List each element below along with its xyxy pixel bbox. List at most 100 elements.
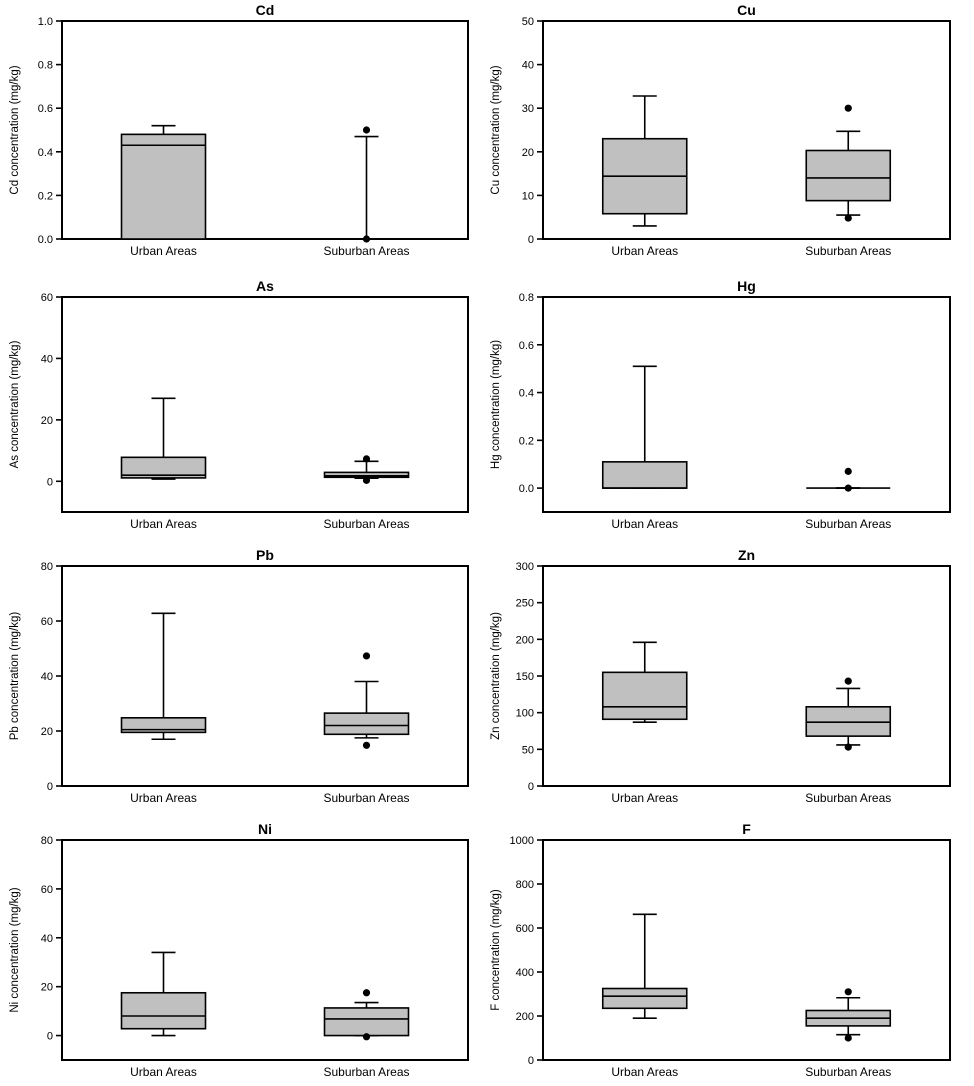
box-urban (120, 397, 207, 480)
box-plot-f: F F concentration (mg/kg) 0 200 400 600 800 100… (490, 821, 951, 1079)
y-tick-label: 0.4 (38, 147, 53, 159)
iqr-box (805, 149, 892, 202)
outlier-point (362, 1033, 371, 1041)
x-category-label: Urban Areas (611, 517, 678, 531)
y-tick-label: 1.0 (38, 16, 53, 28)
y-tick-label: 200 (516, 1011, 534, 1023)
outlier-point (844, 467, 852, 475)
box-suburban (805, 988, 892, 1042)
iqr-box (323, 1007, 410, 1037)
y-tick-label: 150 (516, 671, 534, 683)
x-category-label: Suburban Areas (323, 1065, 409, 1079)
y-tick-label: 200 (516, 634, 534, 646)
outlier-point (844, 104, 852, 112)
iqr-box (601, 461, 688, 489)
x-category-label: Suburban Areas (805, 1065, 891, 1079)
x-category-label: Suburban Areas (323, 791, 409, 805)
plot-frame (61, 839, 469, 1061)
x-category-label: Suburban Areas (805, 244, 891, 258)
plot-frame (61, 20, 469, 240)
box-urban (601, 95, 688, 227)
y-tick-label: 0 (47, 781, 53, 793)
y-tick-label: 300 (516, 561, 534, 573)
y-tick-label: 0.0 (38, 234, 53, 246)
chart-title: Cd (256, 2, 275, 18)
y-tick-label: 40 (41, 671, 53, 683)
box-urban (601, 641, 688, 724)
x-category-label: Urban Areas (130, 244, 197, 258)
y-tick-label: 20 (41, 982, 53, 994)
x-category-label: Urban Areas (130, 517, 197, 531)
iqr-box (601, 987, 688, 1010)
chart-title: Ni (258, 821, 272, 837)
y-tick-label: 60 (41, 292, 53, 304)
y-tick-label: 80 (41, 835, 53, 847)
x-category-label: Suburban Areas (323, 244, 409, 258)
x-category-label: Urban Areas (611, 244, 678, 258)
outlier-point (844, 214, 852, 222)
y-tick-label: 400 (516, 967, 534, 979)
box-plot-pb: Pb Pb concentration (mg/kg) 0 20 40 60 80 Urban… (9, 547, 469, 805)
y-axis-label: Ni concentration (mg/kg) (9, 887, 21, 1012)
y-tick-label: 40 (522, 60, 534, 72)
outlier-point (844, 743, 852, 751)
y-tick-label: 0 (47, 476, 53, 488)
outlier-point (362, 235, 371, 243)
x-category-label: Urban Areas (611, 791, 678, 805)
x-category-label: Urban Areas (130, 791, 197, 805)
y-axis-label: Hg concentration (mg/kg) (490, 340, 502, 469)
chart-title: F (742, 821, 751, 837)
outlier-point (844, 484, 852, 492)
y-tick-label: 0.2 (38, 190, 53, 202)
chart-title: As (256, 278, 274, 294)
box-urban (601, 913, 688, 1020)
box-urban (120, 951, 207, 1037)
y-tick-label: 60 (41, 884, 53, 896)
box-suburban (806, 467, 891, 492)
outlier-point (362, 989, 371, 997)
y-tick-label: 0.2 (519, 435, 534, 447)
box-plot-as: As As concentration (mg/kg) 0 20 40 60 Urban A… (9, 278, 469, 531)
y-tick-label: 1000 (510, 835, 534, 847)
y-axis-label: Pb concentration (mg/kg) (9, 612, 21, 741)
y-axis-label: F concentration (mg/kg) (490, 889, 502, 1011)
y-axis-label: Zn concentration (mg/kg) (490, 612, 502, 740)
plot-frame (542, 565, 951, 787)
y-tick-label: 30 (522, 103, 534, 115)
box-suburban (324, 126, 409, 243)
y-tick-label: 20 (41, 415, 53, 427)
outlier-point (362, 455, 371, 463)
box-suburban (323, 989, 410, 1041)
iqr-box (120, 133, 207, 240)
plot-frame (542, 20, 951, 240)
x-category-label: Suburban Areas (805, 791, 891, 805)
y-tick-label: 0 (528, 1055, 534, 1067)
y-tick-label: 600 (516, 923, 534, 935)
y-tick-label: 800 (516, 879, 534, 891)
plot-frame (542, 839, 951, 1061)
chart-title: Zn (738, 547, 755, 563)
box-urban (601, 365, 688, 489)
box-suburban (323, 652, 410, 749)
iqr-box (120, 716, 207, 734)
y-tick-label: 20 (41, 726, 53, 738)
box-plot-cd: Cd Cd concentration (mg/kg) 0.0 0.2 0.4 0.6 0.… (9, 2, 469, 258)
x-category-label: Urban Areas (130, 1065, 197, 1079)
box-urban (120, 612, 207, 741)
plot-frame (61, 296, 469, 513)
y-tick-label: 20 (522, 147, 534, 159)
y-axis-label: Cu concentration (mg/kg) (490, 65, 502, 194)
box-urban (120, 124, 207, 240)
outlier-point (362, 126, 371, 134)
iqr-box (601, 671, 688, 721)
y-tick-label: 0.8 (38, 60, 53, 72)
y-tick-label: 80 (41, 561, 53, 573)
outlier-point (362, 652, 371, 660)
chart-title: Hg (737, 278, 756, 294)
plot-frame (61, 565, 469, 787)
y-tick-label: 0.6 (38, 103, 53, 115)
outlier-point (844, 1034, 852, 1042)
chart-title: Cu (737, 2, 756, 18)
y-tick-label: 50 (522, 16, 534, 28)
